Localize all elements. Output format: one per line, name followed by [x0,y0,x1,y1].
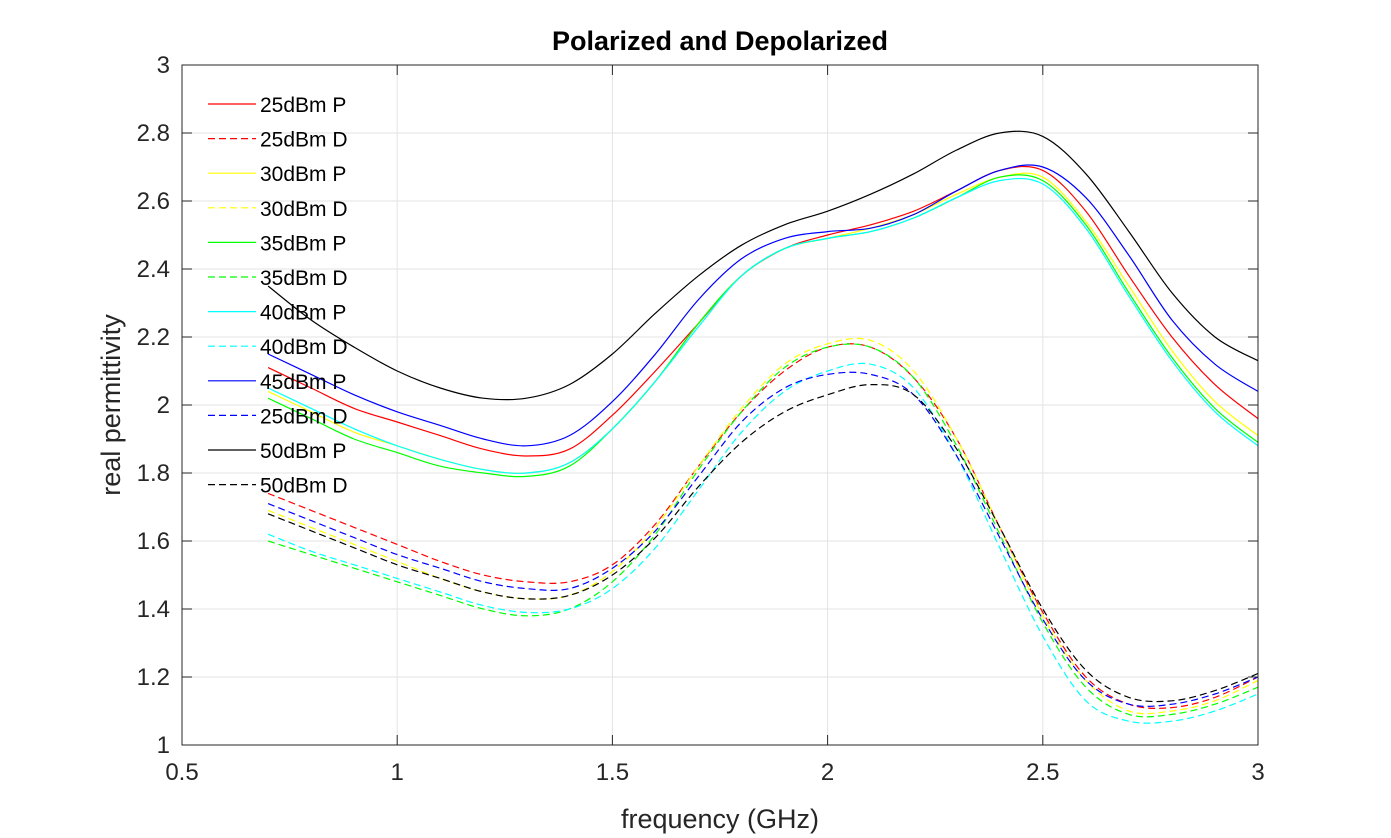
y-tick-label: 1.6 [137,528,170,555]
y-tick-label: 3 [157,52,170,79]
series-line-8 [267,362,1259,724]
y-tick-label: 1.2 [137,664,170,691]
legend-label: 50dBm D [260,475,348,498]
chart-title: Polarized and Depolarized [552,26,888,56]
y-tick-label: 2.2 [137,324,170,351]
series-lines [267,130,1259,724]
legend-label: 25dBm D [260,129,348,152]
legend-label: 30dBm D [260,198,348,221]
legend-label: 45dBm P [260,371,346,394]
legend: 25dBm P 25dBm D 30dBm P 30dBm D 35dBm P 35dBm… [208,94,348,498]
series-line-9 [267,164,1259,447]
x-tick-label: 0.5 [165,759,198,786]
legend-label: 35dBm D [260,267,348,290]
y-tick-label: 1.4 [137,596,170,623]
y-tick-label: 2.4 [137,256,170,283]
x-axis-label: frequency (GHz) [621,804,819,834]
legend-label: 40dBm P [260,302,346,325]
axis-ticks: 0.5 1 1.5 2 2.5 311.21.41.61.822.22.42.62.83 [137,52,1265,786]
legend-label: 35dBm P [260,232,346,255]
legend-label: 40dBm D [260,336,348,359]
series-line-4 [267,337,1259,715]
legend-label: 50dBm P [260,440,346,463]
y-tick-label: 2.8 [137,120,170,147]
x-tick-label: 3 [1251,759,1264,786]
y-tick-label: 2 [157,392,170,419]
legend-label: 30dBm P [260,163,346,186]
series-line-11 [267,130,1259,401]
x-tick-label: 2 [821,759,834,786]
legend-label: 25dBm D [260,405,348,428]
x-tick-label: 1.5 [596,759,629,786]
grid [182,65,1258,745]
series-line-7 [267,177,1259,474]
y-tick-label: 1 [157,732,170,759]
x-tick-label: 2.5 [1026,759,1059,786]
x-tick-label: 1 [391,759,404,786]
y-axis-label: real permittivity [96,314,126,496]
series-line-6 [267,343,1259,718]
y-tick-label: 2.6 [137,188,170,215]
series-line-2 [267,343,1259,709]
y-tick-label: 1.8 [137,460,170,487]
legend-label: 25dBm P [260,94,346,117]
